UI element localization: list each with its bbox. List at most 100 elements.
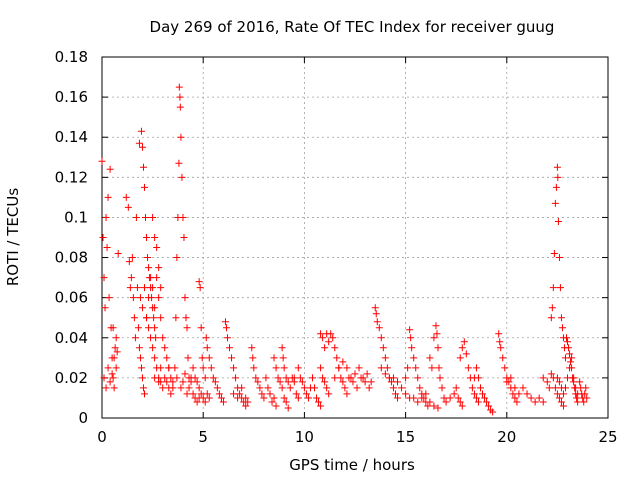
axis-ticks (101, 56, 609, 419)
data-point (197, 324, 205, 332)
data-point (339, 378, 347, 386)
data-point (454, 394, 462, 402)
data-point (564, 338, 572, 346)
data-point (122, 193, 130, 201)
data-point (321, 378, 329, 386)
data-point (561, 384, 569, 392)
data-point (151, 324, 159, 332)
data-point (126, 284, 134, 292)
data-point (159, 334, 167, 342)
data-point (363, 370, 371, 378)
data-point (244, 398, 252, 406)
data-point (554, 217, 562, 225)
data-point (163, 378, 171, 386)
data-point (138, 143, 146, 151)
data-point (357, 374, 365, 382)
data-point (196, 284, 204, 292)
data-point (511, 384, 519, 392)
data-point (317, 364, 325, 372)
data-point (292, 390, 300, 398)
data-point (432, 322, 440, 330)
data-point (159, 384, 167, 392)
data-point (230, 364, 238, 372)
data-point (195, 278, 203, 286)
data-point (185, 384, 193, 392)
data-point (134, 324, 142, 332)
data-point (566, 350, 574, 358)
y-axis-tick-labels: 0 0.02 0.04 0.06 0.08 0.1 0.12 0.14 0.16 0.18 (55, 48, 88, 427)
data-point (110, 384, 118, 392)
data-point (155, 264, 163, 272)
data-point (282, 374, 290, 382)
data-point (410, 394, 418, 402)
data-point (327, 330, 335, 338)
data-point (112, 364, 120, 372)
data-point (195, 384, 203, 392)
data-point (583, 394, 591, 402)
data-point (513, 398, 521, 406)
data-point (319, 334, 327, 342)
data-point (313, 394, 321, 402)
data-point (509, 390, 517, 398)
data-point (383, 364, 391, 372)
data-point (290, 374, 298, 382)
data-point (555, 378, 563, 386)
data-point (221, 318, 229, 326)
data-point (230, 390, 238, 398)
data-point (222, 324, 230, 332)
data-point (573, 394, 581, 402)
x-axis-label: GPS time / hours (289, 456, 415, 474)
data-point (556, 284, 564, 292)
data-point (151, 374, 159, 382)
data-point (433, 330, 441, 338)
data-point (264, 384, 272, 392)
data-point (262, 374, 270, 382)
data-point (133, 284, 141, 292)
x-tick-label: 10 (295, 428, 314, 446)
data-point (387, 378, 395, 386)
data-point (100, 274, 108, 282)
data-point (531, 398, 539, 406)
data-point (535, 394, 543, 402)
data-point (203, 344, 211, 352)
data-point (109, 324, 117, 332)
data-point (554, 173, 562, 181)
data-point (555, 254, 563, 262)
data-point (128, 254, 136, 262)
data-point (270, 394, 278, 402)
data-point (442, 398, 450, 406)
data-point (496, 338, 504, 346)
data-point (155, 294, 163, 302)
data-point (557, 398, 565, 406)
data-point (103, 244, 111, 252)
data-point (149, 344, 157, 352)
data-point (177, 133, 185, 141)
data-point (272, 402, 280, 410)
data-point (147, 334, 155, 342)
data-point (551, 199, 559, 207)
data-point (226, 344, 234, 352)
data-point (181, 294, 189, 302)
y-axis-label: ROTI / TECUs (4, 188, 22, 286)
data-point (147, 274, 155, 282)
data-point (242, 394, 250, 402)
data-point (143, 234, 151, 241)
data-point (389, 374, 397, 382)
data-point (331, 374, 339, 382)
data-point (470, 390, 478, 398)
x-tick-label: 15 (396, 428, 415, 446)
data-point (138, 304, 146, 312)
data-point (501, 364, 509, 372)
data-point (343, 364, 351, 372)
data-point (430, 334, 438, 342)
data-point (108, 370, 116, 378)
data-point (149, 213, 157, 221)
data-point (343, 390, 351, 398)
data-point (143, 314, 151, 322)
data-point (278, 384, 286, 392)
data-point (474, 398, 482, 406)
data-point (337, 374, 345, 382)
data-point (398, 384, 406, 392)
data-point (464, 364, 472, 372)
